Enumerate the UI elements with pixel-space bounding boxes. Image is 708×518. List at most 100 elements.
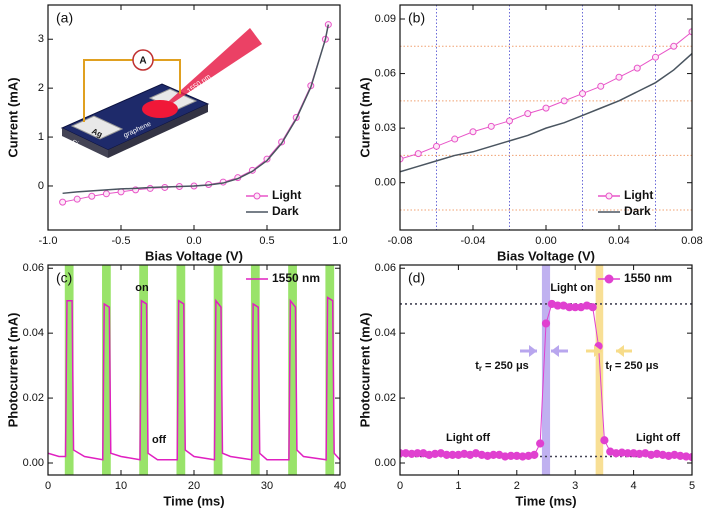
annotation: off [152,434,166,446]
y-tick-label: 0.09 [375,13,396,25]
legend-label: 1550 nm [624,271,672,285]
plot-area [400,265,692,475]
y-tick-label: 0.02 [375,392,396,404]
series-line [62,24,330,195]
light-on-band [541,265,551,475]
label-sub: f [609,364,612,373]
x-tick-label: -0.5 [112,235,131,247]
y-tick-label: 1 [38,131,44,143]
annotation: Light off [636,432,680,444]
legend-label: 1550 nm [272,271,320,285]
label-main: t [605,360,609,372]
light-on-band [176,265,186,475]
laser-beam [150,28,262,118]
label-main: t [475,360,479,372]
data-point [615,73,623,81]
y-tick-label: 0 [38,180,44,192]
data-point [688,28,692,36]
light-on-band [139,265,149,475]
data-point [633,64,641,72]
inset-label: A [139,56,146,67]
x-tick-label: 30 [261,480,273,492]
data-point [524,110,532,118]
y-tick-label: 0.03 [375,122,396,134]
y-tick-label: 0.00 [23,457,44,469]
arrow-head [529,345,537,357]
inset-label: Si [70,139,79,148]
x-tick-label: 1.0 [332,235,347,247]
annotation: Light on [550,282,594,294]
legend-label: Dark [624,204,651,218]
data-point [451,135,459,143]
ammeter [132,49,154,71]
arrow-head [551,345,559,357]
data-point [73,195,81,203]
data-point [597,82,605,90]
y-tick-label: 0.06 [375,67,396,79]
light-on-band [213,265,223,475]
label-tail: = 250 μs [612,360,659,372]
wire [152,59,181,94]
x-tick-label: 0 [397,480,403,492]
data-point [506,117,513,125]
substrate-side [62,128,108,158]
legend-label: Dark [272,204,299,218]
x-tick-label: 0.5 [259,235,274,247]
plot-area [59,21,332,206]
data-point [670,42,678,50]
y-tick-label: 2 [38,82,44,94]
legend-marker [604,274,614,284]
data-point [88,192,96,200]
legend-label: Light [272,188,301,202]
data-point [541,319,551,328]
x-tick-label: 40 [334,480,346,492]
x-tick-label: 5 [689,480,695,492]
light-on-band [250,265,260,475]
data-point [687,453,692,462]
x-tick-label: -1.0 [39,235,58,247]
x-tick-label: 0.00 [535,235,556,247]
time-constant-label: tf = 250 μs [605,360,658,373]
panel-label: (a) [56,10,73,26]
annotation: on [135,282,149,294]
x-tick-label: 0.08 [681,235,702,247]
x-tick-label: 0.04 [608,235,629,247]
series-line [400,53,692,173]
x-tick-label: 1 [455,480,461,492]
data-point [542,104,550,112]
data-point [469,128,477,136]
legend-marker [605,192,613,200]
y-axis-title: Photocurrent (mA) [5,313,20,428]
data-point [146,184,154,192]
substrate-side [108,104,208,158]
x-axis-title: Bias Voltage (V) [497,248,595,263]
data-point [536,439,545,448]
y-axis-title: Photocurrent (mA) [357,313,372,428]
data-point [414,150,422,158]
light-on-band [64,265,74,475]
light-on-band [102,265,111,475]
data-point [560,97,568,105]
wire [83,59,134,122]
data-point [579,90,586,98]
series-line [400,31,692,160]
light-on-band [595,265,604,475]
light-on-band [288,265,297,475]
x-axis-title: Time (ms) [515,493,576,508]
light-on-band [325,265,335,475]
x-tick-label: 0.0 [186,235,201,247]
data-point [400,155,404,163]
data-point [652,53,659,61]
y-tick-label: 0.00 [375,457,396,469]
x-axis-title: Time (ms) [163,493,224,508]
x-tick-label: 0 [45,480,51,492]
data-point [102,190,110,198]
x-tick-label: 4 [631,480,637,492]
y-tick-label: 0.04 [23,327,44,339]
data-point [588,303,597,312]
time-constant-label: tr = 250 μs [475,360,529,373]
x-tick-label: 2 [514,480,520,492]
y-tick-label: 0.06 [375,262,396,274]
x-tick-label: 20 [188,480,200,492]
